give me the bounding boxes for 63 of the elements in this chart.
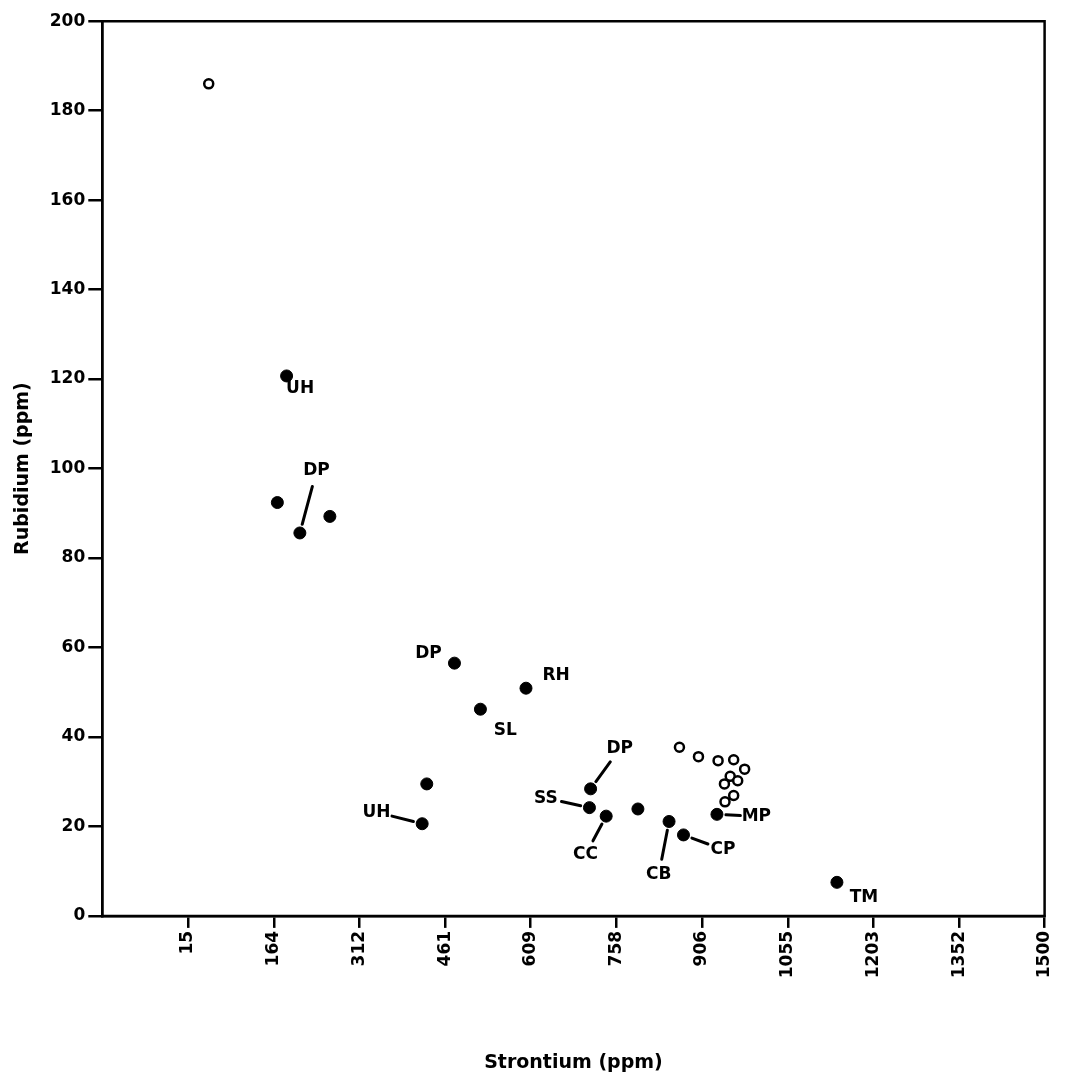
y-tick-label: 120 <box>49 367 86 388</box>
y-tick-label: 40 <box>61 725 86 746</box>
y-axis-title: Rubidium (ppm) <box>10 382 33 555</box>
point <box>599 809 613 823</box>
annotation: CB <box>645 863 672 884</box>
point <box>420 777 434 791</box>
point <box>202 78 215 90</box>
point <box>447 656 461 670</box>
point <box>710 807 724 821</box>
annotation: DP <box>606 737 633 758</box>
y-tick-label: 60 <box>61 635 86 656</box>
x-tick-label: 609 <box>519 930 540 967</box>
annotation: CP <box>710 838 736 859</box>
point <box>473 702 487 716</box>
annotation: SL <box>493 718 518 739</box>
point <box>582 801 596 815</box>
annotation: DP <box>415 642 442 663</box>
y-tick-label: 100 <box>49 456 86 477</box>
point <box>731 775 744 787</box>
point <box>584 782 598 796</box>
point <box>323 509 337 523</box>
annotation: UH <box>286 376 315 397</box>
point <box>270 496 284 510</box>
point <box>712 754 724 767</box>
y-tick-label: 160 <box>49 188 86 209</box>
x-tick-label: 758 <box>604 930 625 967</box>
annotation: UH <box>362 800 391 821</box>
annotation: DP <box>303 459 330 480</box>
y-tick-label: 140 <box>49 278 86 299</box>
y-tick-label: 200 <box>49 9 86 30</box>
point <box>727 754 740 766</box>
x-tick-label: 461 <box>433 930 454 967</box>
annotation: MP <box>741 804 772 825</box>
point <box>662 815 676 828</box>
x-tick-label: 15 <box>176 930 197 955</box>
point <box>415 817 429 831</box>
annotation: TM <box>849 886 879 907</box>
x-tick-label: 1500 <box>1033 930 1054 979</box>
point <box>727 789 740 802</box>
y-tick-label: 80 <box>61 546 86 567</box>
x-axis-title: Strontium (ppm) <box>484 1049 663 1072</box>
point <box>676 828 690 842</box>
y-tick-label: 0 <box>73 904 86 925</box>
y-tick-label: 20 <box>61 814 86 835</box>
point <box>738 763 751 775</box>
annotation: CC <box>572 843 598 864</box>
point <box>692 750 705 763</box>
x-tick-label: 164 <box>262 930 283 967</box>
point <box>519 681 533 695</box>
point <box>718 778 731 790</box>
point <box>293 526 307 540</box>
annotation: RH <box>542 664 570 685</box>
x-tick-label: 1055 <box>776 930 797 979</box>
point <box>830 875 844 889</box>
point <box>719 796 731 808</box>
annotation: SS <box>534 786 558 807</box>
y-tick-label: 180 <box>49 99 86 120</box>
x-tick-label: 1352 <box>947 930 968 979</box>
x-tick-label: 312 <box>347 930 368 967</box>
point <box>631 802 645 816</box>
point <box>673 741 686 753</box>
x-tick-label: 906 <box>690 930 711 967</box>
x-tick-label: 1203 <box>861 930 882 979</box>
